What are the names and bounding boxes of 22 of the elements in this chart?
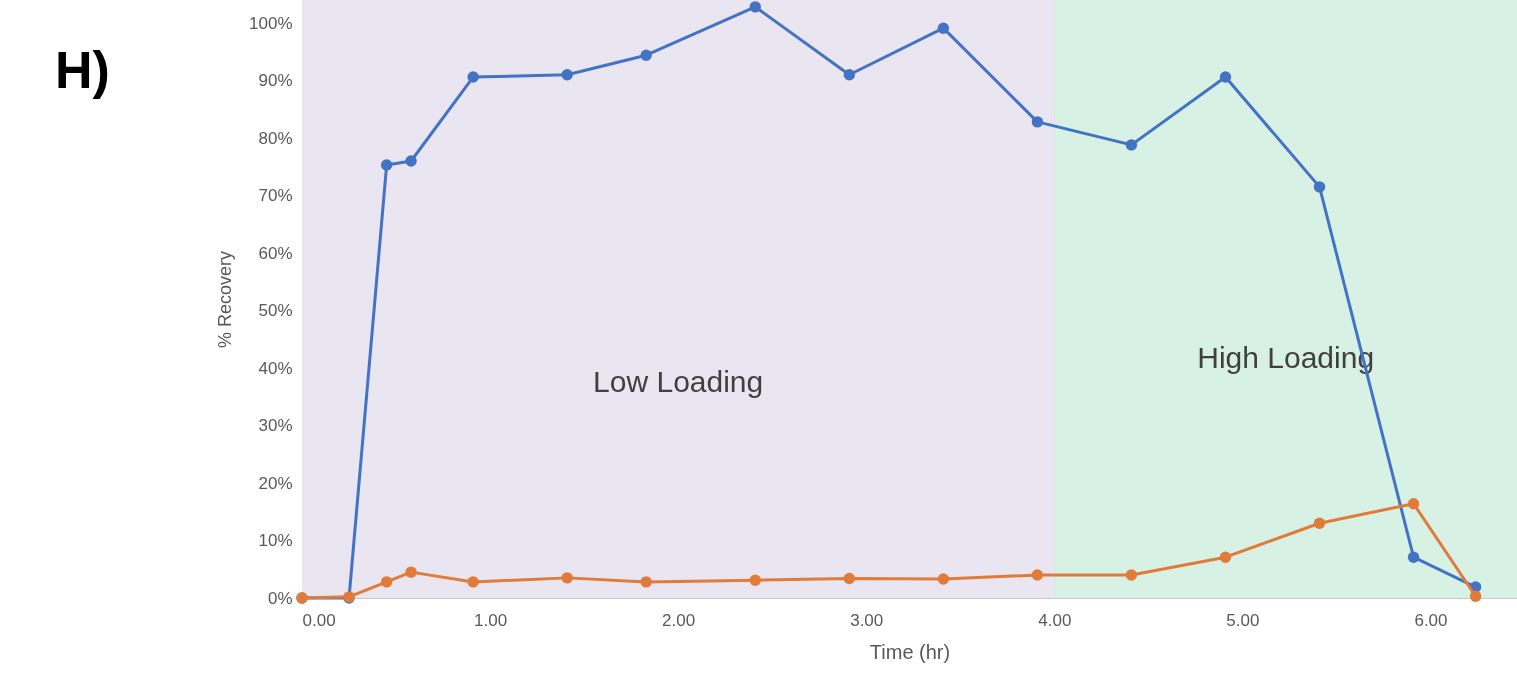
x-tick-label: 0.00 [302, 610, 336, 630]
y-tick-label: 90% [258, 71, 293, 90]
y-tick-label: 60% [258, 243, 293, 263]
x-tick-label: 5.00 [1226, 610, 1260, 630]
y-tick-label: 20% [258, 473, 293, 493]
x-tick-label: 4.00 [1038, 610, 1072, 630]
band-label: Low Loading [593, 364, 764, 398]
y-tick-label: 0% [267, 588, 293, 608]
y-tick-label: 80% [258, 128, 293, 148]
y-tick-label: 100% [249, 13, 293, 33]
y-tick-label: 10% [258, 531, 293, 550]
y-tick-label: 50% [258, 301, 293, 320]
x-tick-label: 2.00 [662, 610, 696, 630]
y-axis-title: % Recovery [215, 250, 236, 349]
x-axis-title: Time (hr) [869, 640, 951, 663]
x-tick-label: 3.00 [850, 610, 884, 630]
y-tick-label: 30% [258, 416, 293, 435]
y-tick-label: 70% [258, 186, 293, 205]
y-tick-label: 40% [258, 358, 293, 378]
x-tick-label: 6.00 [1414, 610, 1448, 630]
x-tick-label: 1.00 [474, 610, 508, 630]
text: H) [55, 40, 110, 100]
